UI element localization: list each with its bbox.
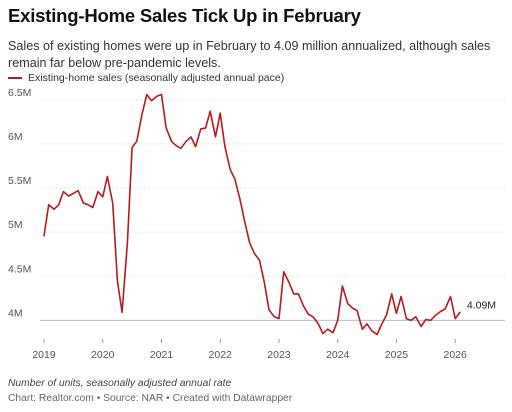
y-tick-label: 4.5M <box>8 263 31 275</box>
y-tick-label: 5M <box>8 219 23 231</box>
series-line <box>43 93 461 336</box>
x-tick-label: 2019 <box>32 349 56 361</box>
x-tick-label: 2023 <box>267 349 291 361</box>
grid-lines <box>40 99 505 321</box>
legend-swatch <box>8 77 22 79</box>
chart-title: Existing-Home Sales Tick Up in February <box>8 5 361 26</box>
series-group <box>43 93 461 336</box>
y-tick-label: 6.5M <box>8 87 31 99</box>
x-tick-label: 2025 <box>385 349 409 361</box>
chart-note: Number of units, seasonally adjusted ann… <box>8 378 232 389</box>
chart-subtitle: Sales of existing homes were up in Febru… <box>8 39 491 70</box>
x-tick-label: 2020 <box>91 349 115 361</box>
x-tick-label: 2022 <box>209 349 233 361</box>
y-tick-label: 5.5M <box>8 175 31 187</box>
end-value-label: 4.09M <box>467 299 496 311</box>
x-axis-ticks: 2019 2020 2021 2022 2023 2024 2025 2026 <box>32 339 467 361</box>
y-tick-label: 4M <box>8 307 23 319</box>
y-axis-ticks: 4M 4.5M 5M 5.5M 6M 6.5M <box>8 87 31 320</box>
chart-source: Chart: Realtor.com • Source: NAR • Creat… <box>8 393 293 404</box>
x-tick-label: 2026 <box>444 349 468 361</box>
data-labels: 4.09M <box>467 299 496 311</box>
legend-label: Existing-home sales (seasonally adjusted… <box>28 72 285 84</box>
y-tick-label: 6M <box>8 131 23 143</box>
chart-legend: Existing-home sales (seasonally adjusted… <box>8 72 284 84</box>
x-tick-label: 2024 <box>326 349 350 361</box>
x-tick-label: 2021 <box>150 349 174 361</box>
